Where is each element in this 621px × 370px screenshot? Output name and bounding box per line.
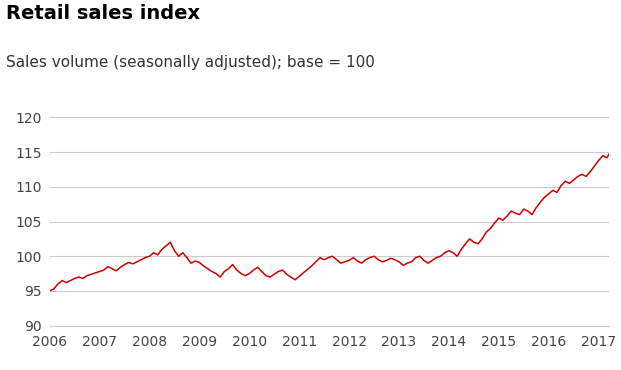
Text: Sales volume (seasonally adjusted); base = 100: Sales volume (seasonally adjusted); base… bbox=[6, 56, 375, 71]
Text: Retail sales index: Retail sales index bbox=[6, 4, 201, 23]
